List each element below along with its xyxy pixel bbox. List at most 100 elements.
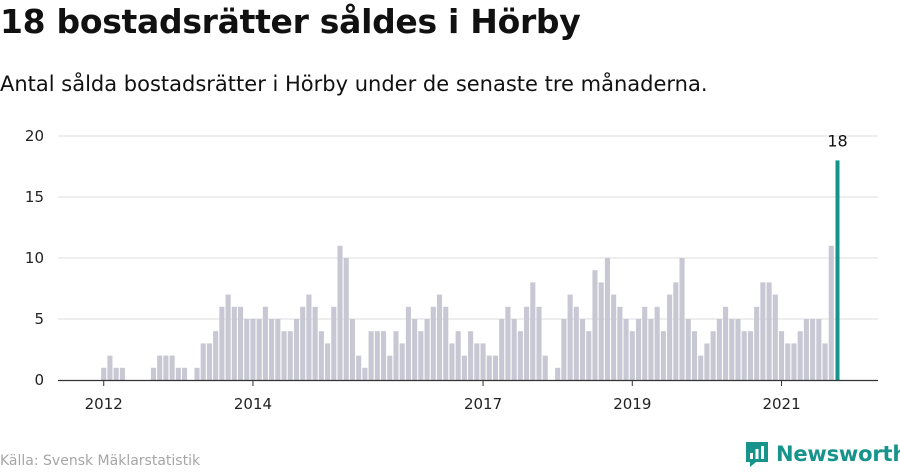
bar bbox=[611, 294, 617, 380]
bar bbox=[555, 367, 561, 380]
x-tick-label: 2012 bbox=[85, 395, 123, 413]
brand-logo: Newsworthy bbox=[744, 440, 900, 468]
bar bbox=[797, 331, 803, 380]
bar bbox=[642, 306, 648, 380]
bar bbox=[443, 306, 449, 380]
bar bbox=[822, 343, 828, 380]
bar bbox=[524, 306, 530, 380]
bar bbox=[492, 355, 499, 380]
bar bbox=[629, 331, 635, 380]
bar bbox=[169, 355, 175, 380]
bar bbox=[436, 294, 443, 380]
bar bbox=[754, 306, 760, 380]
bar bbox=[673, 282, 679, 380]
bar bbox=[778, 331, 785, 380]
bar bbox=[586, 331, 592, 380]
x-tick-label: 2017 bbox=[464, 395, 502, 413]
bar bbox=[101, 367, 107, 380]
bar bbox=[281, 331, 287, 380]
bar bbox=[803, 319, 809, 380]
bar bbox=[250, 319, 256, 380]
bar bbox=[381, 331, 387, 380]
y-tick-label: 15 bbox=[25, 188, 44, 206]
x-tick-label: 2021 bbox=[762, 395, 800, 413]
bar bbox=[729, 319, 735, 380]
bar bbox=[325, 343, 331, 380]
bar bbox=[592, 270, 598, 380]
bar bbox=[293, 319, 300, 380]
bar bbox=[219, 306, 225, 380]
bar bbox=[623, 319, 629, 380]
highlight-bar-label: 18 bbox=[827, 131, 847, 150]
bar bbox=[256, 319, 262, 380]
chart-subtitle: Antal sålda bostadsrätter i Hörby under … bbox=[0, 72, 708, 96]
bar bbox=[356, 355, 362, 380]
bar bbox=[213, 331, 219, 380]
x-tick-label: 2014 bbox=[234, 395, 272, 413]
bar bbox=[349, 319, 356, 380]
x-tick-label: 2019 bbox=[613, 395, 651, 413]
bar bbox=[660, 331, 666, 380]
bar bbox=[119, 367, 125, 380]
brand-name: Newsworthy bbox=[776, 442, 900, 466]
bar bbox=[368, 331, 374, 380]
bar bbox=[194, 367, 200, 380]
bar bbox=[182, 367, 188, 380]
bar bbox=[486, 355, 492, 380]
bar bbox=[163, 355, 169, 380]
bar bbox=[747, 331, 753, 380]
bar bbox=[517, 331, 523, 380]
y-tick-label: 10 bbox=[25, 249, 44, 267]
bar bbox=[418, 331, 424, 380]
bar bbox=[399, 343, 405, 380]
bar bbox=[791, 343, 797, 380]
bar bbox=[374, 331, 380, 380]
y-tick-label: 0 bbox=[34, 371, 44, 389]
bar bbox=[511, 319, 517, 380]
bar bbox=[343, 258, 349, 380]
bar bbox=[499, 319, 505, 380]
bar bbox=[430, 306, 436, 380]
bar bbox=[225, 294, 231, 380]
bar bbox=[107, 355, 113, 380]
bar bbox=[648, 319, 654, 380]
highlight-bar bbox=[835, 160, 840, 380]
bar bbox=[579, 319, 586, 380]
bar bbox=[474, 343, 480, 380]
bar bbox=[766, 282, 772, 380]
bar bbox=[287, 331, 293, 380]
bar bbox=[405, 306, 411, 380]
bar bbox=[716, 319, 722, 380]
source-note: Källa: Svensk Mäklarstatistik bbox=[0, 453, 201, 469]
bar bbox=[175, 367, 181, 380]
bar bbox=[362, 367, 368, 380]
bar bbox=[449, 343, 455, 380]
y-tick-label: 20 bbox=[25, 127, 44, 145]
bar bbox=[741, 331, 747, 380]
bar bbox=[275, 319, 281, 380]
bar bbox=[667, 294, 673, 380]
bar bbox=[723, 306, 729, 380]
bar bbox=[760, 282, 766, 380]
bar bbox=[710, 331, 716, 380]
bar bbox=[654, 306, 660, 380]
bar bbox=[679, 258, 685, 380]
bar bbox=[735, 319, 741, 380]
bar-chart: 0 5 10 15 20 2012 2014 2017 2019 2021 18 bbox=[25, 127, 878, 413]
bar bbox=[617, 306, 623, 380]
bar bbox=[412, 319, 418, 380]
bar bbox=[300, 306, 306, 380]
bar bbox=[331, 306, 337, 380]
bar bbox=[785, 343, 791, 380]
bar bbox=[530, 282, 536, 380]
bar bbox=[318, 331, 324, 380]
bar bbox=[312, 306, 318, 380]
x-axis-ticks: 2012 2014 2017 2019 2021 bbox=[85, 380, 801, 413]
bar bbox=[704, 343, 710, 380]
bar bbox=[393, 331, 399, 380]
bar bbox=[816, 319, 822, 380]
bar bbox=[200, 343, 206, 380]
bars bbox=[101, 160, 840, 380]
bar bbox=[573, 306, 579, 380]
newsworthy-logo-icon bbox=[746, 442, 768, 467]
